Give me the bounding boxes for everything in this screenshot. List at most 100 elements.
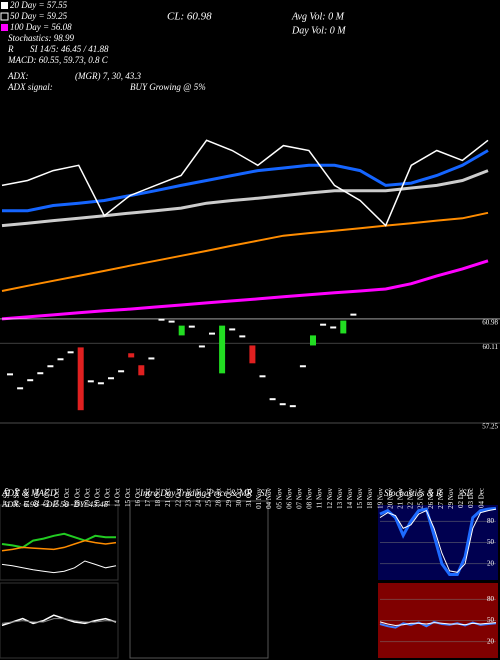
intraday-panel — [129, 500, 269, 659]
candle — [239, 335, 246, 338]
x-tick-label: 03 Dec — [467, 488, 475, 508]
x-tick-label: 01 Oct — [23, 488, 31, 507]
x-tick-label: 16 Oct — [134, 488, 142, 507]
candle — [67, 351, 74, 354]
candle — [340, 320, 347, 334]
panel-title: Stochastics & R — [384, 488, 442, 498]
candle — [97, 382, 104, 385]
x-tick-label: 27 Sep — [3, 488, 11, 508]
candle — [138, 365, 145, 376]
x-tick-label: 01 Nov — [255, 488, 263, 509]
candle — [259, 375, 266, 378]
series-line — [1, 211, 489, 292]
x-tick-label: 09 Oct — [83, 488, 91, 507]
candle — [47, 365, 54, 368]
x-tick-label: 06 Nov — [285, 488, 293, 509]
x-tick-label: 10 Oct — [94, 488, 102, 507]
x-tick-label: 11 Oct — [104, 488, 112, 507]
x-tick-label: 02 Dec — [457, 488, 465, 508]
panel-title: SI — [462, 488, 471, 498]
avg-volume: Avg Vol: 0 M — [291, 11, 345, 22]
candle — [310, 335, 316, 346]
candle — [7, 373, 13, 376]
x-tick-label: 30 Sep — [13, 488, 21, 508]
candle — [269, 398, 276, 401]
candle — [128, 353, 135, 358]
x-tick-label: 29 Oct — [225, 488, 233, 507]
series-line — [1, 169, 489, 228]
x-tick-label: 30 Oct — [235, 488, 243, 507]
annotation: 50 Day = 59.25 — [10, 11, 68, 21]
y-tick-label: 57.25 — [482, 423, 498, 431]
annotation: BUY Growing @ 5% — [130, 82, 206, 92]
series-line — [1, 614, 117, 627]
candle — [168, 320, 175, 323]
x-tick-label: 22 Nov — [407, 488, 415, 509]
annotation: ADX: — [7, 71, 29, 81]
candle — [178, 325, 185, 336]
x-tick-label: 07 Nov — [296, 488, 304, 509]
annotation: R — [7, 44, 14, 54]
candle — [77, 347, 84, 411]
annotation: 20 Day = 57.55 — [10, 0, 68, 10]
candle — [108, 377, 114, 380]
x-tick-label: 11 Nov — [316, 488, 324, 509]
candle — [320, 323, 327, 326]
x-tick-label: 29 Nov — [447, 488, 455, 509]
candle — [17, 387, 24, 390]
x-tick-label: 18 Oct — [154, 488, 162, 507]
series-line — [379, 621, 497, 627]
series-line — [1, 560, 117, 574]
candle — [350, 313, 357, 316]
panel-title: ADX & MACD — [1, 488, 57, 498]
annotation: MACD: 60.55, 59.73, 0.8 C — [7, 55, 109, 65]
panel-subtitle: ADX: 6.98 +DI: 50 -DY: 43.48 — [1, 499, 109, 509]
macd-panel — [0, 582, 119, 659]
y-tick-label: 50 — [487, 616, 495, 624]
candle — [148, 357, 155, 360]
x-tick-label: 04 Oct — [53, 488, 61, 507]
x-tick-label: 22 Oct — [174, 488, 182, 507]
candle — [249, 345, 256, 364]
y-tick-label: 50 — [487, 538, 495, 546]
x-tick-label: 23 Oct — [184, 488, 192, 507]
x-tick-label: 13 Nov — [336, 488, 344, 509]
y-tick-label: 20 — [487, 559, 495, 567]
x-tick-label: 28 Oct — [215, 488, 223, 507]
candle — [229, 328, 236, 331]
series-line — [1, 618, 117, 624]
x-tick-label: 15 Nov — [356, 488, 364, 509]
x-tick-label: 12 Nov — [326, 488, 334, 509]
candle — [330, 326, 337, 329]
candle — [289, 405, 296, 408]
x-tick-label: 21 Nov — [397, 488, 405, 509]
y-tick-label: 20 — [487, 637, 495, 645]
candle — [188, 325, 195, 328]
candle — [279, 403, 286, 406]
annotation: ADX signal: — [7, 82, 53, 92]
y-tick-label: 80 — [487, 595, 495, 603]
x-tick-label: 04 Dec — [477, 488, 485, 508]
legend-swatch — [1, 2, 8, 9]
x-tick-label: 08 Nov — [306, 488, 314, 509]
candle — [118, 370, 125, 373]
candle — [209, 332, 215, 335]
x-tick-label: 25 Oct — [205, 488, 213, 507]
candle — [198, 345, 205, 348]
x-tick-label: 03 Oct — [43, 488, 51, 507]
candle — [27, 379, 34, 382]
series-line — [1, 259, 489, 321]
y-tick-label: 60.98 — [482, 319, 498, 327]
x-tick-label: 14 Oct — [114, 488, 122, 507]
series-line — [379, 508, 497, 573]
y-tick-label: 80 — [487, 517, 495, 525]
y-tick-label: 60.11 — [483, 343, 499, 351]
annotation: SI 14/5: 46.45 / 41.88 — [30, 44, 109, 54]
x-tick-label: 19 Nov — [376, 488, 384, 509]
x-tick-label: 15 Oct — [124, 488, 132, 507]
annotation: Stochastics: 98.99 — [8, 33, 74, 43]
close-price: CL: 60.98 — [167, 11, 212, 23]
adx-panel — [0, 504, 119, 581]
x-tick-label: 02 Oct — [33, 488, 41, 507]
